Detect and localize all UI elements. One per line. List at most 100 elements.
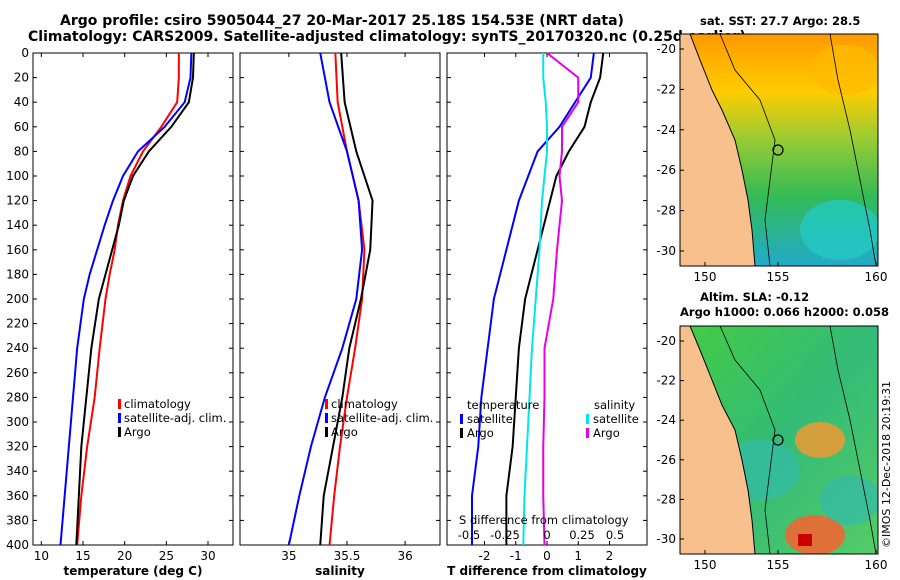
sla-isobath [719, 326, 776, 554]
sla-argo-marker [772, 434, 784, 446]
series-satellite-adj-clim- [287, 52, 364, 546]
depth-tick-label: 400 [6, 538, 29, 552]
legend-swatch [586, 428, 589, 438]
lat-tick-label: -30 [656, 244, 676, 258]
lat-tick-label: -30 [656, 532, 676, 546]
series-argo [319, 52, 374, 546]
depth-tick-label: 80 [14, 144, 29, 158]
lon-tick-label: 150 [694, 270, 717, 284]
legend-label: Argo [467, 426, 494, 440]
legend-salinity-title: salinity [594, 398, 635, 412]
x-tick-label: 0 [543, 549, 551, 563]
x-tick-label: -1 [510, 549, 522, 563]
sla-land [680, 326, 755, 554]
sst-map-title: sat. SST: 27.7 Argo: 28.5 [700, 14, 861, 28]
top-tick-label: -0.25 [490, 528, 520, 542]
lat-tick-label: -28 [656, 492, 676, 506]
top-tick-label: 0.5 [606, 528, 624, 542]
legend-label: satellite-adj. clim. [124, 411, 226, 425]
x-axis-label: T difference from climatology [447, 564, 647, 578]
sla-peak [798, 534, 812, 546]
x-tick-label: 35.5 [334, 549, 361, 563]
sla-map-frame [679, 325, 879, 555]
series-t-argo [505, 52, 605, 545]
depth-tick-label: 300 [6, 415, 29, 429]
depth-tick-label: 360 [6, 489, 29, 503]
legend-swatch [118, 427, 121, 437]
depth-tick-label: 100 [6, 169, 29, 183]
legend-swatch [586, 414, 589, 424]
legend-swatch [325, 399, 328, 409]
sla-high-patch [795, 422, 845, 458]
sst-warm-patch [810, 45, 878, 95]
legend-swatch [118, 399, 121, 409]
series-s-satellite [522, 53, 548, 546]
lat-tick-label: -26 [656, 453, 676, 467]
x-tick-label: 30 [200, 549, 215, 563]
top-tick-label: 0 [543, 528, 550, 542]
x-tick-label: 2 [606, 549, 614, 563]
x-tick-label: 15 [75, 549, 90, 563]
legend-label: climatology [331, 397, 398, 411]
depth-tick-label: 220 [6, 317, 29, 331]
x-tick-label: 1 [574, 549, 582, 563]
sla-map-title-line2: Argo h1000: 0.066 h2000: 0.058 [680, 305, 890, 319]
lat-tick-label: -20 [656, 42, 676, 56]
sst-argo-marker [772, 144, 784, 156]
sst-coastline [689, 34, 756, 266]
depth-tick-label: 40 [14, 95, 29, 109]
lat-tick-label: -22 [656, 82, 676, 96]
sla-low-patch-2 [820, 475, 878, 525]
depth-tick-label: 320 [6, 440, 29, 454]
legend-label: Argo [124, 425, 151, 439]
x-axis-label: salinity [315, 564, 365, 578]
x-axis-label: temperature (deg C) [64, 564, 203, 578]
lat-tick-label: -22 [656, 374, 676, 388]
series-climatology [328, 52, 366, 546]
sst-isobath-2 [829, 34, 877, 266]
lat-tick-label: -24 [656, 123, 676, 137]
x-tick-label: 20 [117, 549, 132, 563]
sst-cool-patch [800, 200, 878, 260]
depth-tick-label: 340 [6, 464, 29, 478]
series-t-satellite [471, 52, 595, 545]
salinity-profile-frame [239, 52, 441, 546]
sst-land [680, 34, 755, 266]
temperature-profile: 0 20 40 60 80 100 120 140 160 180 200 220 240 260 280 3… [6, 46, 234, 578]
x-tick-label: -2 [479, 549, 491, 563]
sla-map-title-line1: Altim. SLA: -0.12 [700, 290, 810, 304]
legend-swatch [325, 413, 328, 423]
x-tick-label: 36 [397, 549, 412, 563]
title-line2: Climatology: CARS2009. Satellite-adjuste… [28, 29, 746, 45]
lon-tick-label: 155 [767, 558, 790, 572]
difference-profile: -2 -1 0 1 2T difference from climatology temp… [446, 52, 648, 578]
depth-tick-label: 260 [6, 366, 29, 380]
legend-temperature-title: temperature [467, 398, 539, 412]
legend-label: climatology [124, 397, 191, 411]
sla-map: -20 -22 -24 -26 -28 -30 150 155 160 [656, 325, 888, 572]
legend-label: satellite [467, 412, 513, 426]
sla-isobath-2 [829, 326, 877, 554]
sst-map-frame [679, 33, 879, 267]
lat-tick-label: -20 [656, 334, 676, 348]
depth-tick-label: 160 [6, 243, 29, 257]
title-line1: Argo profile: csiro 5905044_27 20-Mar-20… [60, 13, 624, 29]
depth-tick-label: 140 [6, 218, 29, 232]
legend-swatch [460, 428, 463, 438]
lat-tick-label: -24 [656, 413, 676, 427]
lat-tick-label: -28 [656, 204, 676, 218]
legend-swatch [325, 427, 328, 437]
depth-tick-label: 180 [6, 267, 29, 281]
depth-tick-label: 380 [6, 513, 29, 527]
sst-isobath [719, 34, 776, 266]
lon-tick-label: 160 [865, 558, 888, 572]
legend-swatch [460, 414, 463, 424]
lon-tick-label: 150 [694, 558, 717, 572]
lon-tick-label: 160 [865, 270, 888, 284]
top-tick-label: 0.25 [569, 528, 595, 542]
depth-tick-label: 60 [14, 120, 29, 134]
top-tick-label: -0.5 [458, 528, 480, 542]
legend-label: Argo [593, 426, 620, 440]
depth-tick-label: 200 [6, 292, 29, 306]
